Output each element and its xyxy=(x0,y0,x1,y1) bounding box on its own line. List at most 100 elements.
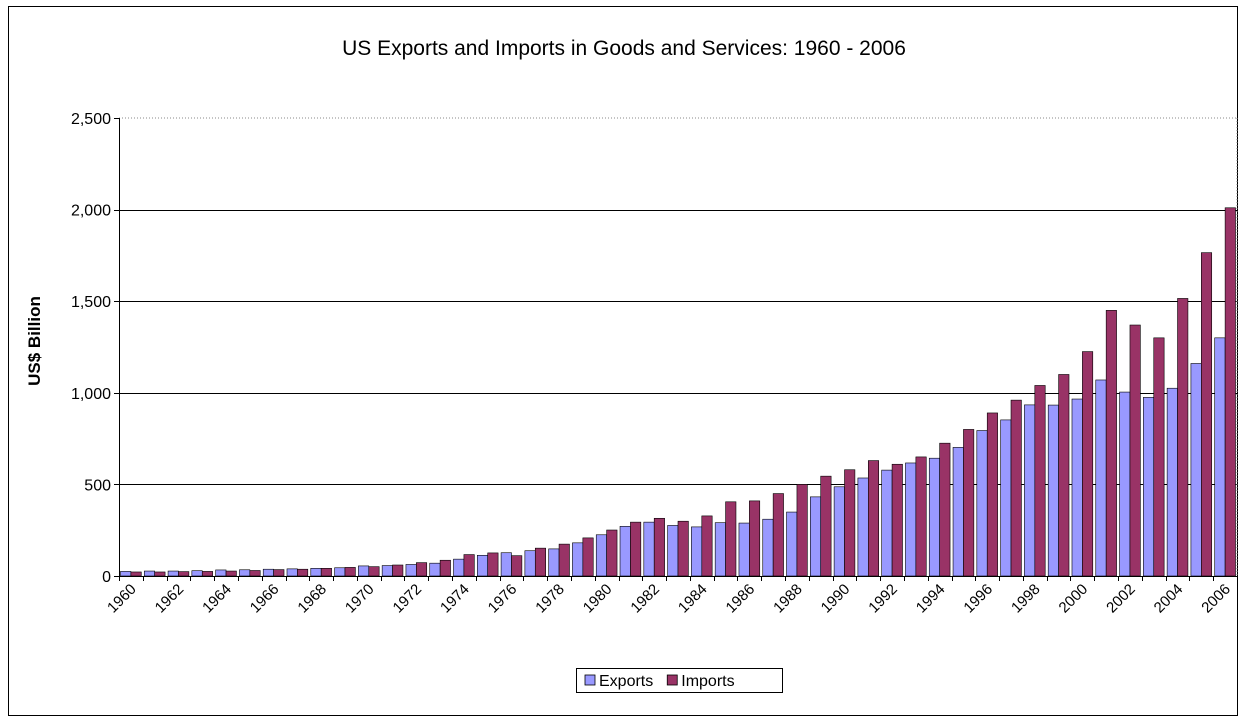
bar-exports-1981 xyxy=(619,526,631,577)
bar-imports-1994 xyxy=(939,442,951,577)
bar-imports-2000 xyxy=(1082,351,1094,577)
bar-imports-1985 xyxy=(725,501,737,577)
bar-exports-1993 xyxy=(905,462,917,577)
bar-exports-1987 xyxy=(762,518,774,577)
x-tick-label: 1982 xyxy=(627,581,663,617)
bar-exports-1965 xyxy=(239,569,251,577)
bar-exports-1995 xyxy=(952,447,964,577)
bar-imports-1990 xyxy=(844,469,856,577)
bar-imports-1971 xyxy=(392,564,404,577)
bars xyxy=(120,207,1236,577)
bar-imports-1964 xyxy=(225,570,237,577)
bar-imports-2001 xyxy=(1105,310,1117,577)
legend-label-exports: Exports xyxy=(599,673,653,690)
bar-imports-1975 xyxy=(487,552,499,577)
bar-exports-1962 xyxy=(167,570,179,577)
bar-exports-2006 xyxy=(1214,337,1226,577)
x-tick-label: 1966 xyxy=(247,581,283,617)
y-tick-label: 2,000 xyxy=(71,203,111,220)
bar-exports-1989 xyxy=(810,496,822,577)
x-tick-label: 2004 xyxy=(1151,581,1187,617)
bar-exports-1961 xyxy=(143,570,155,577)
bar-exports-1994 xyxy=(928,457,940,577)
x-tick-label: 1974 xyxy=(437,581,473,617)
bar-exports-1985 xyxy=(714,522,726,577)
axes xyxy=(119,117,1238,577)
bar-imports-1993 xyxy=(915,456,927,577)
gridlines xyxy=(119,210,1237,485)
bar-imports-1973 xyxy=(439,559,451,577)
bar-imports-1991 xyxy=(867,460,879,577)
bar-exports-1973 xyxy=(429,562,441,577)
bar-imports-1986 xyxy=(749,500,761,577)
bar-imports-2005 xyxy=(1201,252,1213,577)
bar-exports-2002 xyxy=(1119,391,1131,577)
x-tick-labels: 1960 1962 1964 1966 1968 1970 1972 1974 1976 1978… xyxy=(104,576,1238,617)
legend-label-imports: Imports xyxy=(681,673,734,690)
bar-exports-1991 xyxy=(857,477,869,577)
y-tick-label: 0 xyxy=(102,569,111,586)
x-tick-label: 1964 xyxy=(199,581,235,617)
bar-exports-1998 xyxy=(1024,404,1036,577)
bar-exports-1977 xyxy=(524,550,536,577)
chart-title: US Exports and Imports in Goods and Serv… xyxy=(342,37,906,60)
bar-exports-1969 xyxy=(334,567,346,577)
bar-exports-1964 xyxy=(215,569,227,577)
bar-exports-2004 xyxy=(1166,387,1178,577)
bar-exports-1996 xyxy=(976,430,988,577)
x-tick-label: 2006 xyxy=(1198,581,1234,617)
bar-exports-1971 xyxy=(381,565,393,577)
x-tick-label: 1996 xyxy=(960,581,996,617)
bar-exports-1984 xyxy=(691,526,703,577)
bar-imports-1996 xyxy=(986,412,998,577)
x-tick-label: 1962 xyxy=(152,581,188,617)
bar-imports-1969 xyxy=(344,567,356,577)
x-tick-label: 1976 xyxy=(485,581,521,617)
y-tick-labels: 0 500 1,000 1,500 2,000 2,500 xyxy=(71,111,119,586)
bar-imports-1968 xyxy=(320,568,332,577)
bar-exports-1967 xyxy=(286,568,298,577)
x-tick-label: 1984 xyxy=(675,581,711,617)
bar-exports-1986 xyxy=(738,522,750,577)
bar-imports-1963 xyxy=(201,571,213,577)
bar-exports-1976 xyxy=(500,552,512,577)
x-tick-label: 1992 xyxy=(865,581,901,617)
legend-box xyxy=(576,668,783,693)
bar-imports-1989 xyxy=(820,475,832,577)
bar-exports-2003 xyxy=(1143,397,1155,577)
x-tick-label: 2002 xyxy=(1103,581,1139,617)
bar-imports-1987 xyxy=(772,493,784,577)
y-tick-label: 500 xyxy=(84,477,111,494)
bar-imports-1976 xyxy=(511,555,523,577)
bar-imports-1992 xyxy=(891,463,903,577)
bar-exports-1988 xyxy=(786,511,798,577)
bar-imports-1982 xyxy=(653,517,665,577)
chart-frame: US Exports and Imports in Goods and Serv… xyxy=(8,6,1238,716)
bar-imports-1967 xyxy=(297,568,309,577)
x-tick-label: 1980 xyxy=(580,581,616,617)
bar-exports-1975 xyxy=(476,554,488,577)
chart: US Exports and Imports in Goods and Serv… xyxy=(25,37,1238,693)
bar-imports-1974 xyxy=(463,554,475,577)
bar-imports-1965 xyxy=(249,570,261,577)
x-tick-label: 1968 xyxy=(294,581,330,617)
bar-imports-2003 xyxy=(1153,337,1165,577)
bar-imports-2004 xyxy=(1177,298,1189,577)
legend: Exports Imports xyxy=(576,668,783,693)
x-tick-label: 2000 xyxy=(1056,581,1092,617)
y-tick-label: 2,500 xyxy=(71,111,111,128)
bar-imports-1966 xyxy=(273,569,285,577)
y-tick-label: 1,500 xyxy=(71,294,111,311)
bar-imports-1972 xyxy=(416,562,428,577)
x-tick-label: 1998 xyxy=(1008,581,1044,617)
bar-imports-1997 xyxy=(1010,399,1022,577)
legend-swatch-imports xyxy=(666,674,678,686)
bar-exports-1999 xyxy=(1047,404,1059,577)
bar-exports-1992 xyxy=(881,469,893,577)
bar-imports-1970 xyxy=(368,566,380,577)
y-tick-label: 1,000 xyxy=(71,386,111,403)
bar-imports-1977 xyxy=(534,547,546,577)
bar-exports-1974 xyxy=(453,558,465,577)
bar-imports-1984 xyxy=(701,515,713,577)
bar-imports-1998 xyxy=(1034,385,1046,577)
